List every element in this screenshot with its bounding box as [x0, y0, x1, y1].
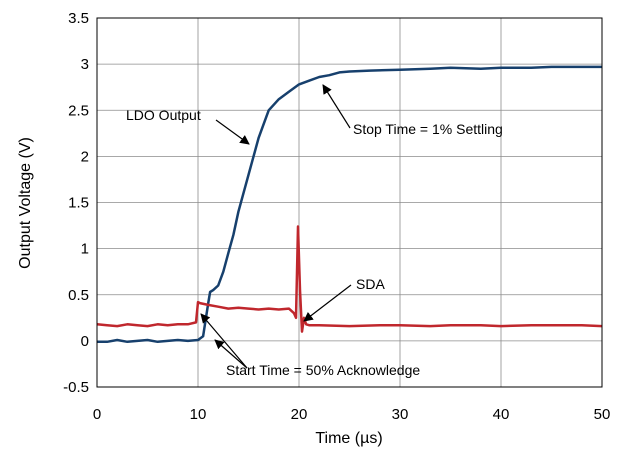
x-axis-title: Time (µs)	[315, 430, 382, 447]
annotation-stop-time: Stop Time = 1% Settling	[353, 121, 503, 137]
y-tick-label: 2	[81, 148, 89, 165]
annotation-start-time: Start Time = 50% Acknowledge	[226, 362, 420, 378]
x-tick-label: 50	[594, 406, 611, 423]
y-tick-label: 3.5	[68, 10, 89, 27]
y-axis-title: Output Voltage (V)	[17, 137, 34, 269]
y-tick-label: 1.5	[68, 195, 89, 212]
x-tick-label: 20	[291, 406, 308, 423]
series-line-sda	[96, 225, 603, 333]
annotation-ldo-output: LDO Output	[126, 107, 201, 123]
x-tick-label: 40	[493, 406, 510, 423]
y-tick-label: -0.5	[63, 379, 89, 396]
y-tick-label: 0.5	[68, 287, 89, 304]
x-tick-label: 10	[190, 406, 207, 423]
arrow-stop-time	[322, 84, 351, 129]
series-layer	[96, 65, 603, 344]
annotations: LDO Output Stop Time = 1% Settling SDA S…	[126, 84, 503, 378]
y-tick-label: 2.5	[68, 102, 89, 119]
x-tick-labels: 0 10 20 30 40 50	[93, 406, 611, 423]
y-tick-label: 3	[81, 56, 89, 73]
annotation-sda: SDA	[356, 276, 385, 292]
x-tick-label: 30	[392, 406, 409, 423]
arrow-sda	[303, 284, 352, 322]
plot-border	[96, 17, 603, 388]
arrow-start-time-right	[214, 339, 248, 369]
y-tick-label: 0	[81, 333, 89, 350]
arrow-ldo-output	[215, 119, 250, 145]
y-tick-labels: -0.5 0 0.5 1 1.5 2 2.5 3 3.5	[63, 10, 89, 396]
y-tick-label: 1	[81, 241, 89, 258]
series-line-ldo-output	[97, 65, 602, 344]
x-tick-label: 0	[93, 406, 101, 423]
